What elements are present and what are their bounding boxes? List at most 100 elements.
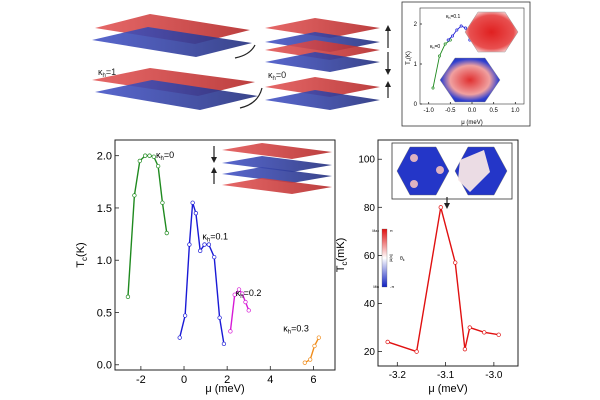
heatmap-light-region [458,150,490,192]
y-tick-label: 1 [414,62,418,68]
data-point [453,260,458,265]
lattice-inset-left [211,143,332,194]
data-point [446,38,450,42]
y-tick-label: 1.0 [97,255,112,267]
arrow-up-icon [385,25,391,31]
arrow-up-icon [385,81,391,87]
x-tick-label: -3.2 [389,370,407,381]
curved-arrow-icon [234,44,256,59]
data-point [160,200,165,205]
data-point [232,292,237,297]
y-tick-label: 80 [364,203,376,214]
left-ticks: -2 0 2 4 6 0.0 0.5 1.0 1.5 2.0 [97,151,317,386]
data-point [155,163,161,169]
curved-arrow-icon [239,87,263,109]
data-point [164,230,169,236]
data-point [467,325,472,330]
right-series [385,205,501,354]
inset-series [431,24,472,90]
colorbar-max-label: Max [372,229,379,233]
left-ylabel: Tc(K) [75,242,89,267]
data-point [438,54,441,58]
data-point [151,154,156,159]
data-point [182,313,188,318]
data-point [193,211,199,216]
data-point [206,242,211,247]
heatmap-hotspot [436,166,444,174]
x-tick-label: -0.5 [445,108,456,114]
data-point [221,341,227,347]
lattice-red-layer [265,18,380,38]
lattice-red-layer [265,40,380,60]
data-point [132,193,137,198]
data-point [464,26,467,30]
data-point [385,339,390,345]
series-label: κh=0.3 [283,323,309,335]
y-tick-label: 0 [414,102,418,108]
colorbar-side-label: |Δ(k)| [389,254,393,262]
lattice-illustration-kappa0: κh=0 [234,18,391,110]
data-point [190,200,195,205]
y-tick-label: 0.0 [97,360,112,372]
heatmap-hotspot [410,154,418,162]
y-tick-label: 40 [364,299,376,310]
x-tick-label: 2 [224,374,230,386]
arrow-down-icon [211,157,217,163]
x-tick-label: 6 [310,374,316,386]
x-tick-label: -1.0 [423,108,434,114]
series-label: κh=0 [156,150,174,162]
series-line [127,154,168,297]
data-point [443,42,447,46]
data-point [455,28,459,32]
y-tick-label: 20 [364,347,376,358]
series-line [432,39,451,89]
heatmap-hotspot [410,180,418,188]
data-point [312,343,317,349]
left-axes-frame [114,139,336,371]
data-point [177,335,182,340]
lattice-red-layer [95,14,250,44]
data-point [462,347,468,352]
lattice-blue-layer [222,167,332,183]
series-line [179,202,225,344]
heatmap-inset [391,142,513,200]
arrow-up-icon [211,167,217,173]
data-point [451,34,454,38]
x-tick-label: 0 [181,374,187,386]
left-xlabel: μ (meV) [205,383,244,395]
data-point [137,158,142,164]
x-tick-label: 4 [267,374,273,386]
data-point [187,242,192,247]
lattice-red-layer [265,77,380,97]
left-chart: -2 0 2 4 60.00.51.01.52.0 κh=0κh=0.1κh=0.2κh… [75,139,336,395]
right-ticks: -3.2 -3.1 -3.0 20 40 60 80 100 [358,155,503,381]
colorbar-top-val: π [390,228,393,233]
x-tick-label: -3.1 [437,370,455,381]
hexagon-heatmap-icon [464,11,519,53]
series-label: κh=0.2 [236,288,262,300]
data-point [438,205,443,210]
x-tick-label: -2 [136,374,146,386]
y-tick-label: 60 [364,251,376,262]
inset-annotation: κh=0 [430,44,440,50]
data-point [236,287,242,292]
lattice-blue-layer [265,90,380,110]
colorbar-gradient [381,228,388,288]
data-point [228,329,233,334]
data-point [198,248,203,253]
lattice-blue-layer [265,52,380,72]
data-point [414,349,419,354]
data-point [302,360,307,365]
data-point [482,330,487,335]
kappa-label: κh=1 [98,67,116,79]
inset-xlabel: μ (meV) [461,120,482,126]
data-point [431,86,435,90]
left-series [125,153,321,365]
inset-chart: -1.0 -0.5 0.0 0.5 1.0 0 1 2 μ (meV) Tc(K) κh=0.… [401,1,531,127]
right-chart: -3.2 -3.1 -3.0 20 40 60 80 100 μ (meV) Tc(mK) M… [335,139,519,395]
series-label: κh=0.1 [202,231,228,243]
right-ylabel: Tc(mK) [335,238,349,273]
x-tick-label: 0.0 [468,108,477,114]
right-axes-frame [377,139,519,367]
